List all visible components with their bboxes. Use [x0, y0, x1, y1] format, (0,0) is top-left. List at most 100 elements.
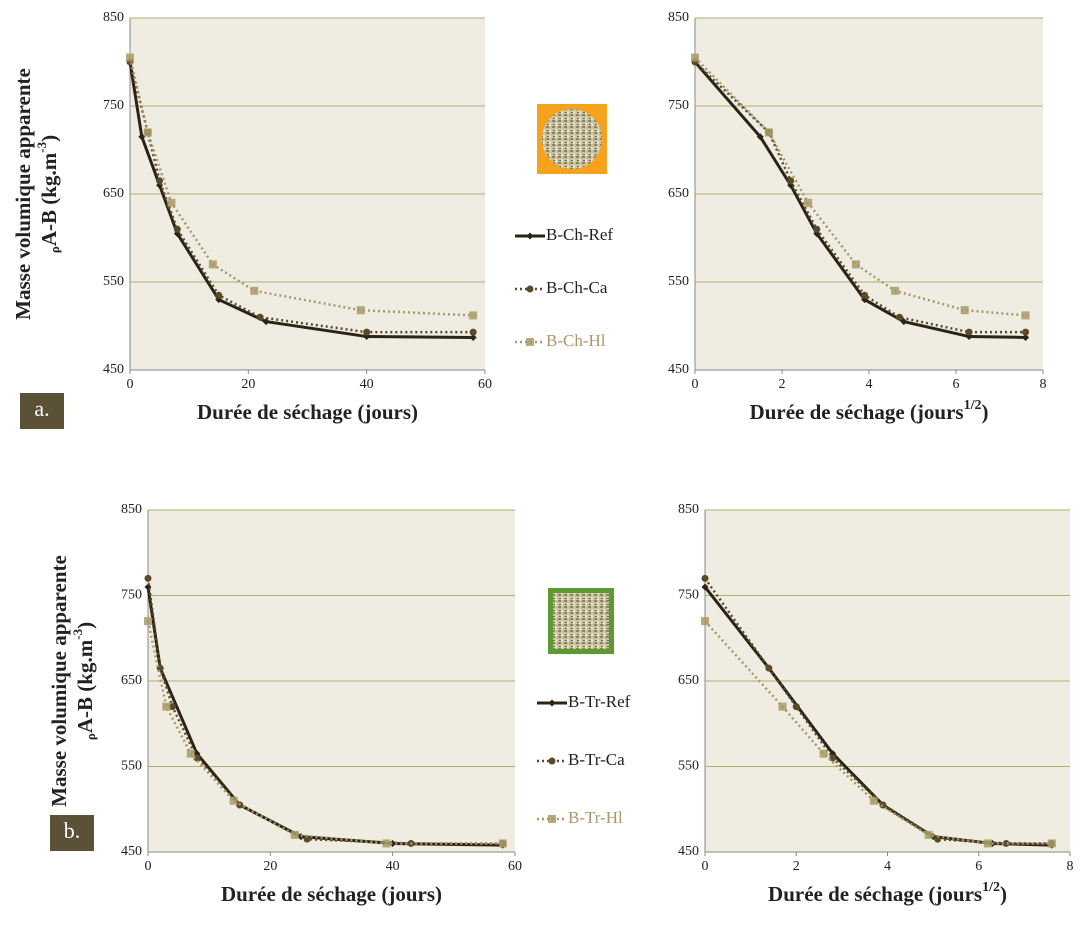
marker — [765, 664, 773, 672]
marker — [965, 328, 973, 336]
marker — [701, 583, 709, 591]
marker — [498, 839, 507, 848]
y-axis-title: Masse volumique apparente — [47, 555, 71, 807]
x-axis-title: Durée de séchage (jours) — [197, 400, 418, 424]
legend-label: B-Tr-Ca — [568, 750, 625, 769]
marker — [891, 286, 900, 295]
y-tick-label: 450 — [121, 844, 142, 859]
y-axis-title: Masse volumique apparente — [11, 68, 35, 320]
y-tick-label: 750 — [668, 98, 689, 113]
x-tick-label: 4 — [866, 377, 873, 392]
marker — [382, 839, 391, 848]
marker — [548, 757, 556, 765]
panel-label-box — [20, 393, 64, 429]
x-tick-label: 4 — [884, 859, 891, 874]
marker — [756, 133, 764, 141]
marker — [215, 291, 223, 299]
x-tick-label: 8 — [1067, 859, 1074, 874]
y-tick-label: 750 — [678, 588, 699, 603]
marker — [363, 328, 371, 336]
y-axis-title-part: -3 — [34, 141, 49, 152]
x-axis-title-part: Durée de séchage (jours) — [221, 882, 442, 906]
y-tick-label: 550 — [668, 274, 689, 289]
marker — [792, 703, 800, 711]
marker — [469, 333, 477, 341]
marker — [303, 835, 311, 843]
y-axis-title-unit: ρA-B (kg.m-3) — [34, 135, 62, 253]
marker — [229, 796, 238, 805]
x-tick-label: 20 — [241, 377, 255, 392]
x-tick-label: 20 — [263, 859, 277, 874]
marker — [861, 291, 869, 299]
marker — [526, 285, 534, 293]
marker — [162, 702, 171, 711]
marker — [143, 128, 152, 137]
legend-label: B-Ch-Hl — [546, 331, 606, 350]
marker — [168, 703, 176, 711]
marker — [256, 313, 264, 321]
x-axis-title-sup: 1/2 — [982, 880, 1000, 895]
marker — [764, 128, 773, 137]
marker — [144, 617, 152, 626]
marker — [173, 225, 181, 233]
x-tick-label: 0 — [702, 859, 709, 874]
panel-label: a. — [34, 396, 49, 421]
y-axis-title-part: ) — [37, 135, 61, 142]
thumbnail-a — [537, 104, 607, 174]
marker — [208, 260, 217, 269]
y-tick-label: 750 — [121, 588, 142, 603]
legend-label: B-Tr-Ref — [568, 692, 631, 711]
marker — [548, 699, 556, 707]
y-tick-label: 650 — [678, 673, 699, 688]
y-tick-label: 850 — [103, 10, 124, 25]
panel-label-box — [50, 815, 94, 851]
marker — [900, 318, 908, 326]
x-tick-label: 2 — [779, 377, 786, 392]
y-tick-label: 550 — [678, 759, 699, 774]
marker — [290, 830, 299, 839]
x-tick-label: 6 — [975, 859, 982, 874]
marker — [138, 133, 146, 141]
x-tick-label: 40 — [386, 859, 400, 874]
marker — [1022, 328, 1030, 336]
marker — [1021, 311, 1030, 320]
marker — [691, 53, 699, 62]
x-axis-title-sup: 1/2 — [964, 398, 982, 413]
marker — [804, 198, 813, 207]
marker — [1047, 839, 1056, 848]
series-line — [693, 61, 1026, 339]
panel-label: b. — [64, 818, 81, 843]
marker — [126, 53, 134, 62]
marker — [156, 177, 164, 185]
x-tick-label: 2 — [793, 859, 800, 874]
marker — [829, 754, 837, 762]
marker — [813, 225, 821, 233]
marker — [469, 328, 477, 336]
legend-label: B-Tr-Hl — [568, 808, 623, 827]
legend-label: B-Ch-Ca — [546, 278, 608, 297]
marker — [1022, 333, 1030, 341]
marker — [262, 318, 270, 326]
marker — [934, 835, 942, 843]
x-tick-label: 60 — [508, 859, 522, 874]
marker — [701, 574, 709, 582]
marker — [250, 286, 259, 295]
x-axis-title-part: Durée de séchage (jours) — [197, 400, 418, 424]
y-tick-label: 650 — [103, 186, 124, 201]
y-axis-title-unit: ρA-B (kg.m-3) — [70, 622, 98, 740]
y-axis-title-part: ρ — [47, 246, 62, 253]
marker — [851, 260, 860, 269]
x-tick-label: 0 — [145, 859, 152, 874]
y-tick-label: 450 — [678, 844, 699, 859]
series-line — [128, 61, 474, 339]
marker — [778, 702, 787, 711]
x-axis-title-part: ) — [981, 400, 988, 424]
marker — [167, 198, 176, 207]
y-axis-title-part: A-B — [73, 697, 97, 733]
marker — [144, 574, 152, 582]
x-tick-label: 6 — [953, 377, 960, 392]
x-axis-title-part: ) — [1000, 882, 1007, 906]
x-axis-title-part: Durée de séchage (jours — [768, 882, 982, 906]
marker — [526, 338, 534, 346]
x-tick-label: 60 — [478, 377, 492, 392]
